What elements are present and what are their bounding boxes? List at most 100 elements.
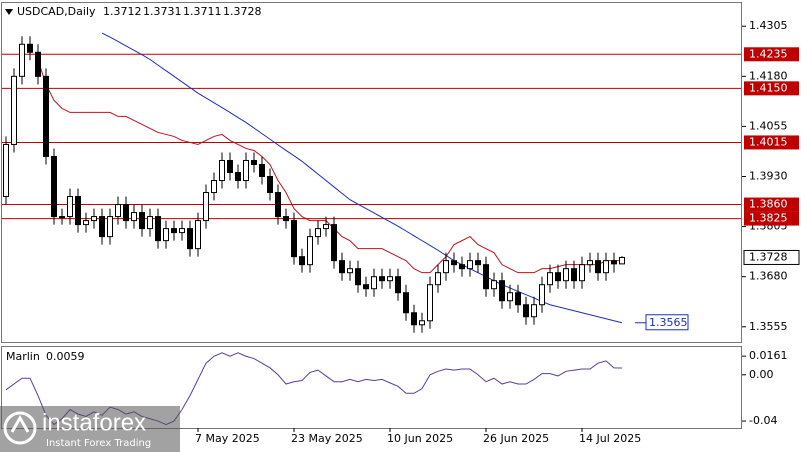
candle-body <box>563 268 569 282</box>
candle-body <box>299 256 305 266</box>
indicator-title: Marlin <box>6 350 40 363</box>
level-badge <box>744 211 799 226</box>
level-badge <box>744 197 799 212</box>
candle-body <box>51 155 57 218</box>
ohlc-high: 1.3731 <box>143 5 182 18</box>
candle-body <box>363 284 369 290</box>
candle-body <box>323 224 329 230</box>
candle-body <box>3 143 9 198</box>
indicator-tick-label: 0.0161 <box>749 349 788 362</box>
candle-body <box>595 260 601 274</box>
menu-arrow <box>5 9 13 15</box>
candle-body <box>459 264 465 270</box>
ohlc-close: 1.3728 <box>223 5 262 18</box>
candle-body <box>395 276 401 294</box>
x-tick-label: 23 May 2025 <box>291 432 363 445</box>
candle-body <box>339 260 345 274</box>
candle-body <box>331 224 337 262</box>
candle-body <box>131 212 137 222</box>
candle-body <box>547 272 553 286</box>
annotation-box <box>645 314 689 331</box>
candle-body <box>107 216 113 238</box>
candle-body <box>443 260 449 274</box>
candle-body <box>59 216 65 219</box>
candle-body <box>371 276 377 290</box>
candle-body <box>411 312 417 326</box>
watermark-brand: instaforex <box>42 409 146 436</box>
candle-body <box>611 260 617 265</box>
candle-body <box>603 260 609 274</box>
candle-body <box>283 216 289 222</box>
x-tick-label: 10 Jun 2025 <box>387 432 453 445</box>
candle-body <box>419 320 425 326</box>
candle-body <box>123 204 129 222</box>
candle-body <box>435 272 441 286</box>
candle-body <box>195 220 201 250</box>
y-tick-label: 1.4305 <box>749 19 788 32</box>
candle-body <box>347 268 353 274</box>
indicator-tick-label: 0.00 <box>749 368 774 381</box>
candle-body <box>163 228 169 242</box>
candle-body <box>579 264 585 282</box>
watermark-icon-mark <box>10 414 30 433</box>
candle-body <box>523 304 529 318</box>
indicator-panel <box>1 346 742 429</box>
candle-body <box>115 204 121 218</box>
candle-body <box>531 304 537 318</box>
candle-body <box>75 196 81 226</box>
candle-body <box>315 228 321 238</box>
candle-body <box>155 216 161 242</box>
candle-body <box>139 212 145 230</box>
candle-body <box>307 236 313 266</box>
level-badge <box>744 47 799 62</box>
candle-body <box>259 163 265 178</box>
chart-title: USDCAD,Daily <box>17 5 96 18</box>
candle-body <box>11 75 17 145</box>
candle-body <box>507 292 513 302</box>
candle-body <box>83 220 89 226</box>
x-tick-label: 7 May 2025 <box>195 432 260 445</box>
candle-body <box>571 268 577 282</box>
y-tick-label: 1.4055 <box>749 119 788 132</box>
candle-body <box>379 276 385 282</box>
y-tick-label: 1.3680 <box>749 270 788 283</box>
candle-body <box>515 292 521 306</box>
candle-body <box>227 159 233 174</box>
candle-body <box>35 51 41 77</box>
candle-body <box>147 216 153 230</box>
level-badge <box>744 81 799 96</box>
candle-body <box>387 276 393 282</box>
candle-body <box>187 228 193 250</box>
price-badge <box>743 249 800 265</box>
price-badge-label: 1.3728 <box>749 250 788 263</box>
level-badge <box>744 135 799 150</box>
ohlc-low: 1.3711 <box>183 5 222 18</box>
candle-body <box>619 256 625 265</box>
watermark-slogan: Instant Forex Trading <box>46 438 151 449</box>
level-label: 1.4150 <box>749 81 788 94</box>
candle-body <box>467 260 473 270</box>
candle-body <box>491 280 497 290</box>
indicator-tick-label: -0.04 <box>749 414 777 427</box>
candle-body <box>171 228 177 234</box>
y-tick-label: 1.4180 <box>749 69 788 82</box>
y-tick-label: 1.3930 <box>749 170 788 183</box>
candle-body <box>427 284 433 322</box>
indicator-value: 0.0059 <box>46 350 85 363</box>
candle-body <box>291 220 297 258</box>
watermark: instaforex Instant Forex Trading <box>0 406 180 452</box>
candle-body <box>235 172 241 182</box>
candle-body <box>403 292 409 314</box>
level-label: 1.4015 <box>749 135 788 148</box>
candle-body <box>451 260 457 266</box>
candle-body <box>499 280 505 302</box>
candle-body <box>251 159 257 165</box>
candle-body <box>179 228 185 234</box>
candle-body <box>19 43 25 77</box>
x-tick-label: 26 Jun 2025 <box>483 432 549 445</box>
level-label: 1.4235 <box>749 47 788 60</box>
candle-body <box>219 159 225 182</box>
candle-body <box>211 180 217 194</box>
